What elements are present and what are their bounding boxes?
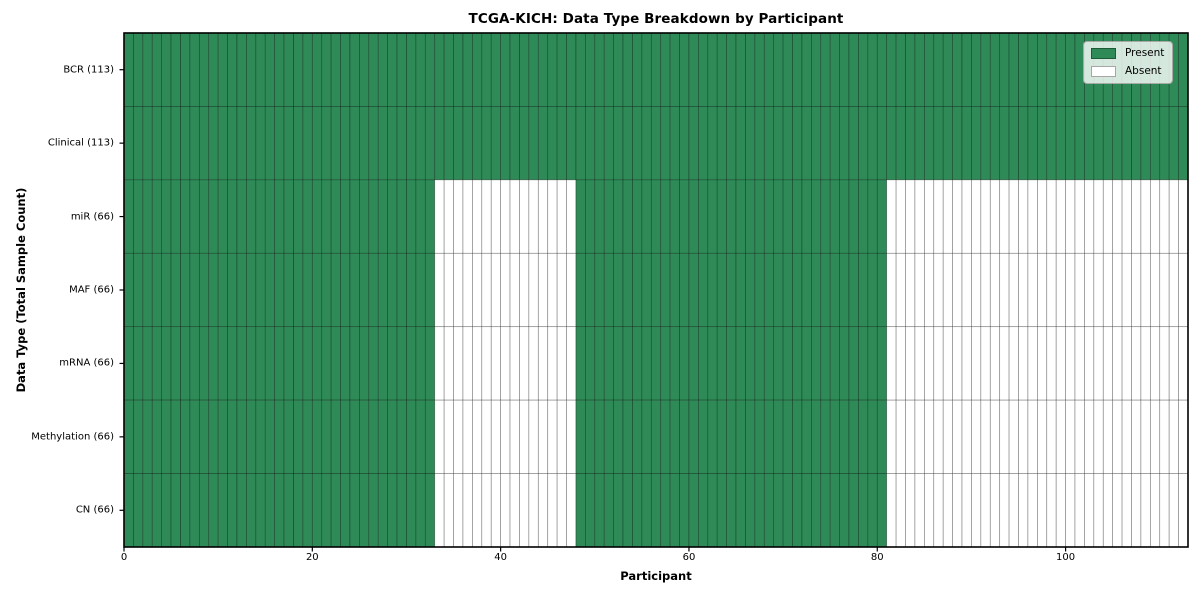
x-tick-label: 20: [305, 552, 319, 563]
x-tick-label: 0: [120, 552, 128, 563]
x-tick-label: 80: [870, 552, 884, 563]
y-tick-label: Clinical (113): [47, 137, 114, 149]
legend: Present Absent: [1083, 41, 1174, 84]
y-tick-label: Methylation (66): [31, 431, 114, 443]
y-tick-label: CN (66): [75, 504, 114, 516]
chart-title: TCGA-KICH: Data Type Breakdown by Partic…: [468, 11, 844, 27]
x-tick-label: 60: [682, 552, 696, 563]
legend-swatch-absent-icon: [1091, 66, 1116, 77]
y-tick-label: mRNA (66): [59, 357, 114, 369]
y-tick-label: miR (66): [70, 211, 114, 223]
legend-item-absent: Absent: [1091, 66, 1164, 77]
x-axis-label: Participant: [620, 569, 692, 583]
y-tick-label: BCR (113): [63, 64, 114, 76]
legend-swatch-present-icon: [1091, 48, 1116, 59]
x-tick-label: 100: [1056, 552, 1076, 563]
y-tick-label: MAF (66): [69, 284, 114, 296]
x-tick-label: 40: [494, 552, 507, 563]
legend-label-absent: Absent: [1125, 65, 1162, 78]
legend-label-present: Present: [1125, 47, 1165, 60]
legend-item-present: Present: [1091, 48, 1164, 59]
